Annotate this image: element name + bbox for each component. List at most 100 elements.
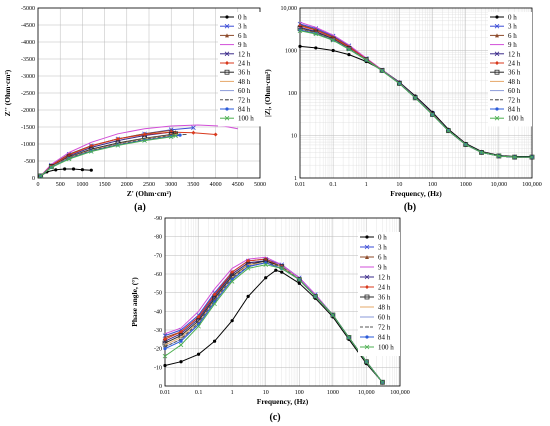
data-point	[330, 37, 336, 43]
legend: 0 h3 h6 h9 h12 h24 h36 h48 h60 h72 h84 h…	[358, 232, 400, 356]
x-tick-label: 1000	[327, 390, 339, 396]
data-point	[163, 347, 167, 351]
panel-label: (a)	[134, 202, 146, 213]
data-point	[463, 142, 468, 147]
data-point	[89, 168, 93, 172]
data-point	[163, 363, 167, 368]
legend-marker	[495, 61, 499, 65]
y-tick-label: -40	[154, 309, 162, 315]
data-point	[173, 133, 178, 139]
data-point	[115, 143, 121, 148]
x-tick-label: 1	[365, 182, 368, 188]
legend-label: 24 h	[378, 284, 391, 292]
data-point	[191, 125, 196, 130]
y-tick-label: 0	[32, 176, 35, 182]
y-tick-label: 100	[288, 91, 297, 97]
data-point	[196, 323, 201, 329]
y-tick-label: 1	[294, 176, 297, 182]
x-tick-label: 2000	[121, 182, 133, 188]
data-point	[196, 352, 201, 356]
x-tick-label: 4500	[232, 182, 244, 188]
legend-label: 12 h	[508, 50, 521, 58]
chart-panel-b: 0.01 0.1 1 10 100 1000 10,000 100,000 1 10 100 1000…	[263, 6, 542, 213]
legend-marker	[224, 23, 230, 29]
y-tick-label: 10	[291, 134, 297, 140]
series-line	[40, 124, 238, 177]
legend-label: 6 h	[238, 32, 247, 40]
y-tick-label: -4000	[21, 40, 35, 46]
x-axis-label: Frequency, (Hz)	[257, 397, 309, 406]
legend-marker	[495, 33, 499, 38]
data-point	[246, 258, 251, 263]
legend-label: 60 h	[238, 87, 251, 95]
x-tick-label: 100	[428, 182, 437, 188]
data-point	[314, 46, 318, 50]
data-point	[280, 270, 284, 274]
data-point	[213, 132, 218, 137]
legend-marker	[364, 274, 370, 280]
data-point	[88, 149, 94, 154]
y-tick-label: -60	[154, 272, 162, 278]
legend-marker	[225, 15, 229, 19]
data-point	[346, 335, 352, 340]
chart-panel-a: 0 500 1000 1500 2000 2500 3000 3500 4000 4500 5000…	[3, 6, 266, 213]
series-100h	[38, 133, 178, 179]
y-tick-label: -90	[154, 216, 162, 222]
legend-label: 84 h	[378, 334, 391, 342]
data-point	[297, 281, 301, 285]
data-point	[446, 128, 451, 133]
y-tick-label: 10,000	[281, 6, 298, 12]
legend-box	[358, 232, 400, 356]
x-tick-label: 4000	[210, 182, 222, 188]
series-line	[164, 258, 383, 383]
x-tick-label: 1000	[76, 182, 88, 188]
data-point	[168, 134, 174, 140]
data-point	[80, 168, 84, 172]
data-point	[163, 337, 167, 342]
legend-marker	[224, 115, 230, 121]
x-tick-label: 3500	[187, 182, 199, 188]
data-point	[379, 68, 385, 74]
data-point	[496, 153, 502, 159]
data-point	[54, 168, 58, 172]
x-tick-label: 1500	[99, 182, 111, 188]
data-point	[212, 292, 217, 297]
data-point	[212, 339, 217, 343]
series-24h	[38, 130, 218, 178]
series-100h	[162, 262, 385, 385]
legend: 0 h3 h6 h9 h12 h24 h36 h48 h60 h72 h84 h…	[218, 12, 262, 127]
series-line	[164, 269, 383, 383]
legend-marker	[364, 344, 370, 350]
series-9h	[40, 124, 238, 177]
legend-marker	[494, 69, 500, 75]
x-tick-label: 2500	[143, 182, 155, 188]
y-tick-label: -3500	[21, 57, 35, 63]
data-point	[179, 339, 183, 343]
legend-marker	[224, 51, 230, 57]
data-point	[346, 46, 352, 52]
y-tick-label: 1000	[285, 49, 297, 55]
legend-marker	[494, 23, 500, 29]
legend-marker	[494, 51, 500, 57]
data-point	[212, 301, 217, 307]
data-point	[364, 57, 369, 63]
y-tick-label: -80	[154, 235, 162, 241]
legend-label: 72 h	[238, 96, 251, 104]
y-axis-label: Z'' (Ohm·cm²)	[3, 69, 12, 116]
legend-marker	[225, 33, 229, 38]
legend-marker	[494, 115, 500, 121]
data-point	[380, 379, 385, 385]
y-tick-label: -10	[154, 365, 162, 371]
y-tick-label: -20	[154, 347, 162, 353]
legend-label: 36 h	[238, 69, 251, 77]
y-tick-label: -1500	[21, 125, 35, 131]
data-point	[412, 95, 418, 101]
legend-marker	[365, 235, 369, 239]
data-point	[162, 340, 168, 346]
data-point	[49, 165, 54, 170]
legend-label: 100 h	[508, 115, 524, 123]
x-tick-label: 5000	[254, 182, 266, 188]
panel-label: (b)	[404, 202, 416, 213]
panel-label: (c)	[269, 412, 280, 423]
x-tick-label: 0.1	[329, 182, 337, 188]
